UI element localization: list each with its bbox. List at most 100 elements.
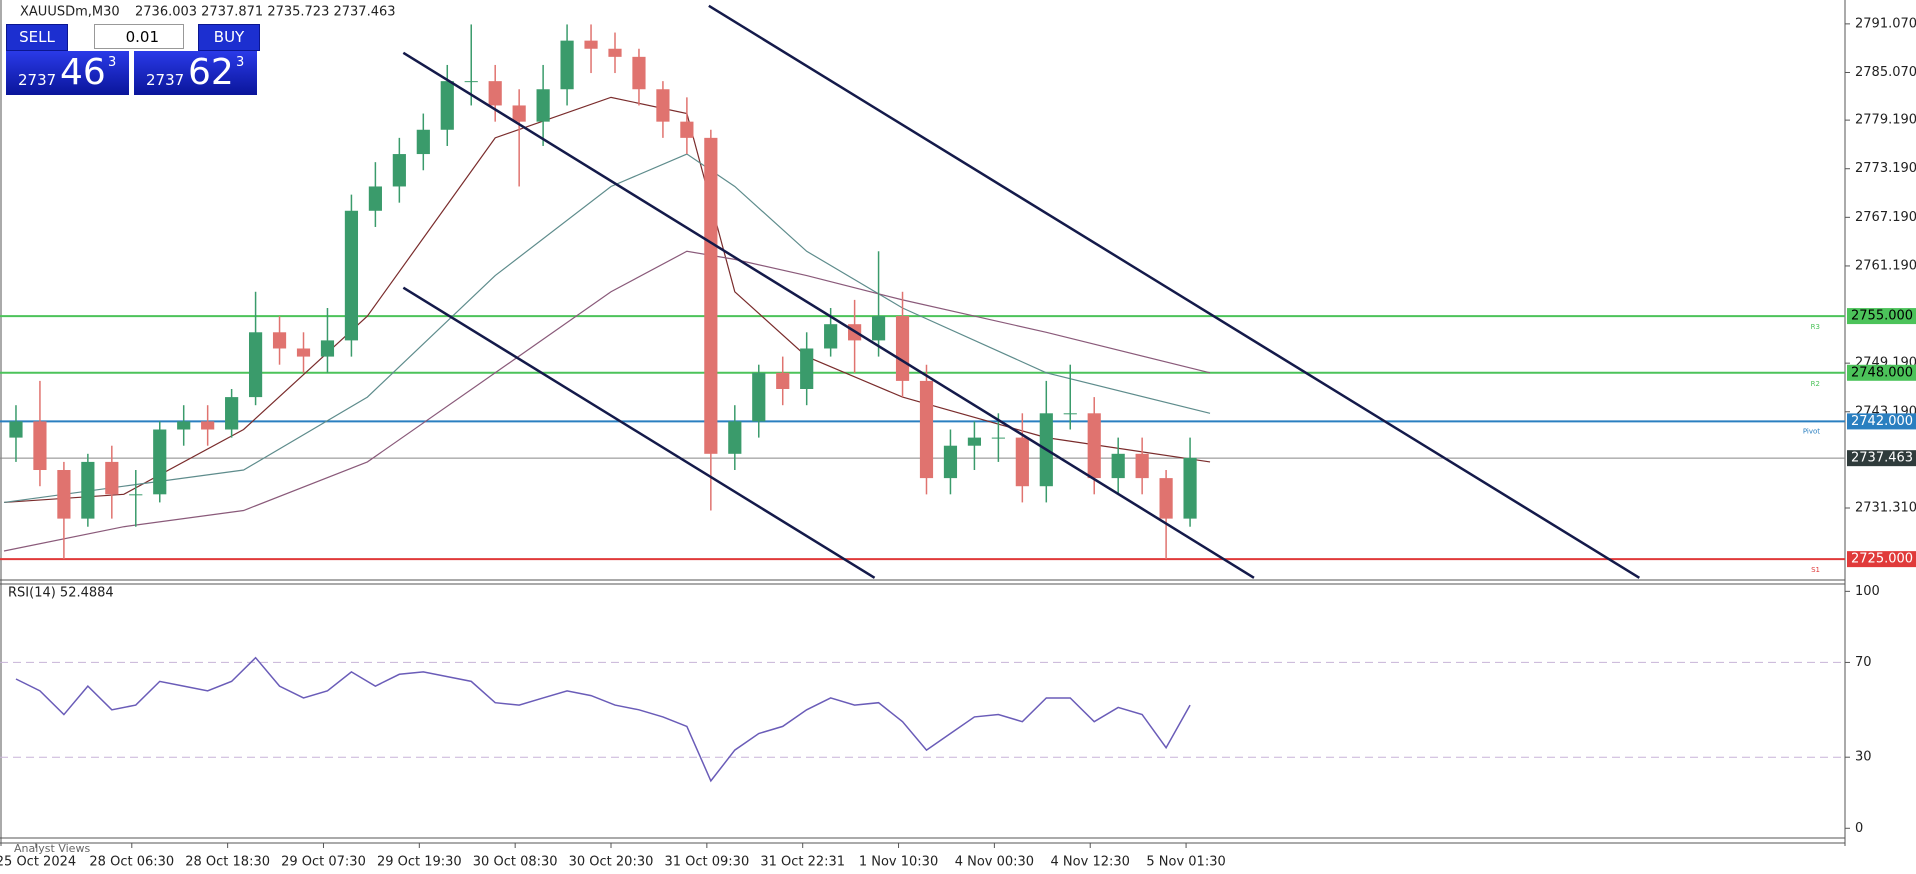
moving-average [3,250,1211,552]
rsi-line [15,656,1191,783]
candle-body [9,421,23,438]
y-tick-label: 2791.070 [1855,16,1916,31]
candle-body [57,470,71,519]
candle-body [81,461,95,519]
candle-body [1135,453,1149,479]
candle-body [824,324,838,349]
candle-body [464,81,478,83]
ask-price[interactable]: 2737 62 3 [134,51,257,95]
candle-body [560,40,574,90]
level-label: 2755.000 [1851,309,1913,324]
level-name: Pivot [1803,427,1820,435]
bid-small: 3 [108,55,117,70]
candle-body [344,210,359,341]
candle-body [368,186,382,211]
candle-body [632,56,646,90]
candle-body [488,81,502,106]
candle-body [608,48,622,57]
trendline [708,4,1640,579]
candle-body [967,437,982,446]
trendline [402,286,876,579]
level-box [1847,364,1916,381]
level-label: 2748.000 [1851,365,1913,380]
y-tick-label: 30 [1855,750,1872,765]
ask-small: 3 [236,55,245,70]
candle-body [871,316,886,341]
level-box [1847,551,1916,568]
candle-body [728,421,742,454]
level-name: R2 [1811,380,1820,388]
candle-body [776,372,790,389]
moving-average [3,153,1211,504]
candle-body [129,494,143,496]
x-tick-label: 29 Oct 19:30 [377,855,462,870]
candle-body [584,40,598,49]
ohlc: 2736.003 2737.871 2735.723 2737.463 [135,5,396,20]
y-tick-label: 2731.310 [1855,501,1916,516]
candle-body [296,348,311,357]
buy-button[interactable]: BUY [198,24,260,51]
x-tick-label: 25 Oct 2024 [0,855,76,870]
tab[interactable]: Analyst Views [14,842,90,855]
candle-body [536,89,550,122]
rsi-title: RSI(14) 52.4884 [8,586,114,601]
candle-body [1111,453,1125,479]
level-name: R3 [1811,323,1820,331]
candle-body [991,437,1005,439]
x-tick-label: 30 Oct 20:30 [569,855,654,870]
candle-body [752,372,766,422]
x-tick-label: 31 Oct 09:30 [664,855,749,870]
y-tick-label: 2779.190 [1855,113,1916,128]
candle-body [33,421,47,471]
candle-body [248,332,263,398]
candle-body [392,154,406,187]
level-name: S1 [1811,566,1820,574]
bid-digits: 46 [60,52,106,93]
x-tick-label: 29 Oct 07:30 [281,855,366,870]
candle-body [1159,478,1173,519]
candle-body [1063,413,1077,415]
level-label: 2742.000 [1851,414,1913,429]
candle-body [943,445,958,479]
y-tick-label: 2767.190 [1855,210,1916,225]
x-tick-label: 28 Oct 18:30 [185,855,270,870]
y-tick-label: 2773.190 [1855,161,1916,176]
ask-big: 2737 [146,71,185,89]
candle-body [1087,413,1101,479]
candle-body [225,397,239,430]
candle-body [656,89,670,122]
candle-body [512,105,526,122]
candle-body [919,380,934,479]
y-tick-label: 2761.190 [1855,258,1916,273]
trendline [402,51,1255,579]
bid-price[interactable]: 2737 46 3 [6,51,129,95]
candle-body [177,421,191,430]
x-tick-label: 1 Nov 10:30 [859,855,938,870]
ask-digits: 62 [188,52,234,93]
candle-body [201,421,215,430]
candle-body [1183,457,1197,519]
candle-body [272,332,287,349]
x-tick-label: 31 Oct 22:31 [760,855,845,870]
candle-body [1015,437,1029,487]
current-price-box [1847,450,1916,467]
current-price-label: 2737.463 [1851,451,1913,466]
sell-button[interactable]: SELL [6,24,68,51]
candle-body [153,429,167,495]
lot-input[interactable]: 0.01 [94,24,184,49]
candle-body [895,316,910,381]
candle-body [416,129,430,155]
bid-big: 2737 [18,71,57,89]
x-tick-label: 28 Oct 06:30 [89,855,174,870]
candle-body [320,340,335,357]
y-tick-label: 100 [1855,584,1880,599]
y-tick-label: 70 [1855,655,1872,670]
level-label: 2725.000 [1851,552,1913,567]
x-tick-label: 4 Nov 12:30 [1051,855,1130,870]
y-tick-label: 0 [1855,821,1863,836]
candle-body [105,461,119,495]
x-tick-label: 4 Nov 00:30 [955,855,1034,870]
